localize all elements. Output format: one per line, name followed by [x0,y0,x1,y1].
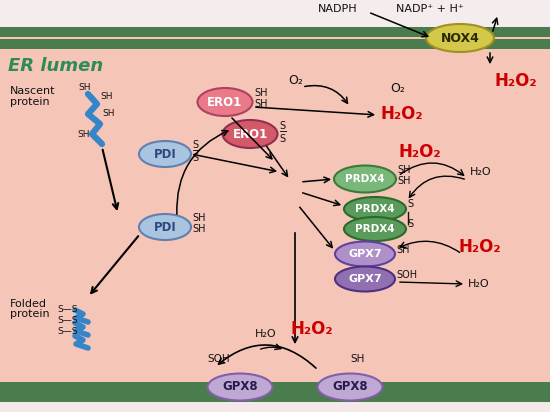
Ellipse shape [335,267,395,292]
Ellipse shape [344,197,406,221]
Text: H₂O: H₂O [468,279,490,289]
Ellipse shape [197,88,252,116]
Text: H₂O: H₂O [470,167,492,177]
Text: S: S [407,219,413,229]
Text: PDI: PDI [153,220,177,234]
Text: ER lumen: ER lumen [8,57,103,75]
Text: S: S [192,140,198,150]
Text: SOH: SOH [207,354,230,364]
Text: PRDX4: PRDX4 [355,224,395,234]
Ellipse shape [426,24,494,52]
Ellipse shape [207,374,272,400]
Text: NOX4: NOX4 [441,31,480,44]
Text: NADPH: NADPH [318,4,358,14]
Text: SOH: SOH [396,270,417,280]
Ellipse shape [317,374,382,400]
Text: S: S [279,121,285,131]
Text: H₂O₂: H₂O₂ [290,320,333,338]
Bar [0,27,550,37]
Text: H₂O₂: H₂O₂ [495,72,538,90]
Bar [0,37,550,382]
Text: GPX7: GPX7 [348,249,382,259]
Text: SH: SH [397,176,410,186]
Text: GPX8: GPX8 [222,381,258,393]
Ellipse shape [344,217,406,241]
Text: −: − [192,146,201,156]
Text: S—S: S—S [57,305,78,314]
Text: S: S [192,153,198,163]
Text: SH: SH [396,245,410,255]
Text: NADP⁺ + H⁺: NADP⁺ + H⁺ [396,4,464,14]
Text: SH: SH [192,224,206,234]
Text: S—S: S—S [57,316,78,325]
Text: H₂O₂: H₂O₂ [380,105,422,123]
Text: ERO1: ERO1 [207,96,243,108]
Text: SH: SH [102,109,114,118]
Text: SH: SH [350,354,364,364]
Text: ERO1: ERO1 [232,127,268,140]
Text: S: S [407,199,413,209]
Text: SH: SH [78,83,91,92]
Bar [0,0,550,37]
Text: Nascent: Nascent [10,86,56,96]
Text: protein: protein [10,97,49,107]
Text: PRDX4: PRDX4 [355,204,395,214]
Bar [0,392,550,402]
Text: S: S [279,134,285,144]
Text: SH: SH [254,99,267,109]
Text: SH: SH [100,92,113,101]
Text: H₂O₂: H₂O₂ [458,238,500,256]
Text: −: − [279,127,288,137]
Text: PDI: PDI [153,147,177,161]
Ellipse shape [139,141,191,167]
Ellipse shape [334,166,396,192]
Ellipse shape [223,120,278,148]
Text: SH: SH [397,165,410,175]
Bar [0,382,550,392]
Bar [0,39,550,49]
Text: PRDX4: PRDX4 [345,174,385,184]
Text: O₂: O₂ [288,74,303,87]
Text: GPX7: GPX7 [348,274,382,284]
Ellipse shape [335,241,395,267]
Text: GPX8: GPX8 [332,381,368,393]
Text: O₂: O₂ [390,82,405,95]
Text: S—S: S—S [57,327,78,336]
Text: H₂O: H₂O [255,329,277,339]
Text: SH: SH [254,88,267,98]
Text: Folded: Folded [10,299,47,309]
Text: SH: SH [77,130,90,139]
Ellipse shape [139,214,191,240]
Text: SH: SH [192,213,206,223]
Text: H₂O₂: H₂O₂ [398,143,441,161]
Text: protein: protein [10,309,49,319]
